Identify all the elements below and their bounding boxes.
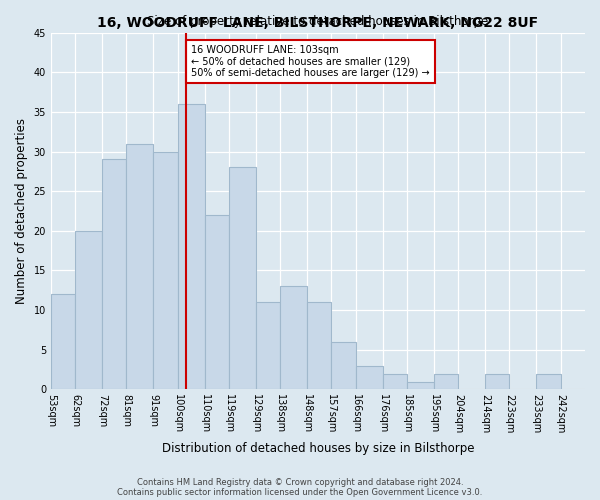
Y-axis label: Number of detached properties: Number of detached properties — [15, 118, 28, 304]
X-axis label: Distribution of detached houses by size in Bilsthorpe: Distribution of detached houses by size … — [162, 442, 474, 455]
Bar — [51, 294, 75, 390]
Bar — [356, 366, 383, 390]
Bar — [102, 160, 127, 390]
Bar — [205, 215, 229, 390]
Text: Size of property relative to detached houses in Bilsthorpe: Size of property relative to detached ho… — [148, 16, 488, 28]
Bar — [434, 374, 458, 390]
Bar — [256, 302, 280, 390]
Text: Contains HM Land Registry data © Crown copyright and database right 2024.
Contai: Contains HM Land Registry data © Crown c… — [118, 478, 482, 497]
Text: 16 WOODRUFF LANE: 103sqm
← 50% of detached houses are smaller (129)
50% of semi-: 16 WOODRUFF LANE: 103sqm ← 50% of detach… — [191, 44, 430, 78]
Bar — [307, 302, 331, 390]
Bar — [407, 382, 434, 390]
Bar — [536, 374, 561, 390]
Bar — [127, 144, 154, 390]
Bar — [75, 231, 102, 390]
Title: 16, WOODRUFF LANE, BILSTHORPE, NEWARK, NG22 8UF: 16, WOODRUFF LANE, BILSTHORPE, NEWARK, N… — [97, 16, 539, 30]
Bar — [154, 152, 178, 390]
Bar — [383, 374, 407, 390]
Bar — [331, 342, 356, 390]
Bar — [178, 104, 205, 390]
Bar — [280, 286, 307, 390]
Bar — [485, 374, 509, 390]
Bar — [229, 168, 256, 390]
